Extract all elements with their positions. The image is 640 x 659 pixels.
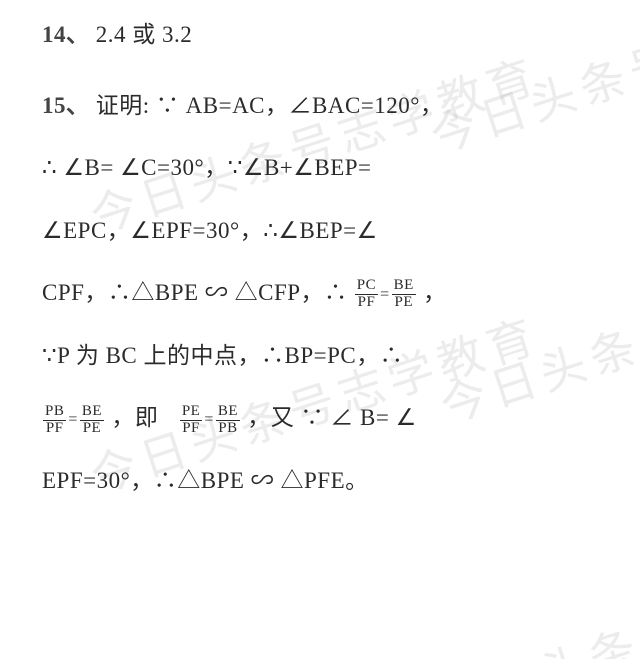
equals: = bbox=[204, 408, 214, 432]
fraction: PB PF bbox=[43, 404, 66, 437]
question-14: 14、 2.4 或 3.2 bbox=[42, 18, 596, 53]
fraction-num: PC bbox=[355, 278, 378, 295]
q15-text: ，即 bbox=[111, 405, 158, 430]
equals: = bbox=[380, 283, 390, 307]
fraction-num: BE bbox=[80, 404, 104, 421]
fraction-num: PB bbox=[43, 404, 66, 421]
fraction-den: PE bbox=[392, 295, 416, 311]
q15-lead: 证明: bbox=[96, 93, 150, 118]
fraction-den: PF bbox=[43, 421, 66, 437]
fraction-den: PF bbox=[180, 421, 203, 437]
q15-line6: PB PF = BE PE ，即 PE PF = BE PB ，又 ∵ ∠ B=… bbox=[42, 401, 596, 436]
fraction-num: PE bbox=[180, 404, 203, 421]
fraction-den: PE bbox=[80, 421, 104, 437]
watermark: 今日头条号志学教育 bbox=[431, 529, 640, 659]
fraction-num: BE bbox=[392, 278, 416, 295]
q15-line3: ∠EPC，∠EPF=30°，∴∠BEP=∠ bbox=[42, 214, 596, 249]
q14-answer: 2.4 或 3.2 bbox=[96, 22, 193, 47]
document-body: 14、 2.4 或 3.2 15、 证明: ∵ AB=AC，∠BAC=120°，… bbox=[0, 0, 640, 545]
fraction: BE PE bbox=[392, 278, 416, 311]
q15-text: CPF，∴△BPE ∽ △CFP，∴ bbox=[42, 280, 348, 305]
fraction: BE PB bbox=[216, 404, 240, 437]
q15-text: ， bbox=[423, 280, 447, 305]
fraction: PE PF bbox=[180, 404, 203, 437]
fraction: PC PF bbox=[355, 278, 378, 311]
q15-text: ∵P 为 BC 上的中点，∴BP=PC，∴ bbox=[42, 343, 403, 368]
q15-text: ，又 ∵ ∠ B= ∠ bbox=[247, 405, 416, 430]
q15-text: ∠EPC，∠EPF=30°，∴∠BEP=∠ bbox=[42, 218, 378, 243]
q15-line2: ∴ ∠B= ∠C=30°，∵∠B+∠BEP= bbox=[42, 151, 596, 186]
equals: = bbox=[68, 408, 78, 432]
fraction: BE PE bbox=[80, 404, 104, 437]
q15-line4: CPF，∴△BPE ∽ △CFP，∴ PC PF = BE PE ， bbox=[42, 276, 596, 311]
q15-text: EPF=30°，∴△BPE ∽ △PFE。 bbox=[42, 468, 369, 493]
q15-text: ∵ AB=AC，∠BAC=120°， bbox=[156, 93, 444, 118]
q15-line1: 15、 证明: ∵ AB=AC，∠BAC=120°， bbox=[42, 89, 596, 124]
fraction-den: PB bbox=[216, 421, 240, 437]
q15-label: 15、 bbox=[42, 93, 90, 118]
q14-label: 14、 bbox=[42, 22, 90, 47]
q15-line5: ∵P 为 BC 上的中点，∴BP=PC，∴ bbox=[42, 339, 596, 374]
q15-line7: EPF=30°，∴△BPE ∽ △PFE。 bbox=[42, 464, 596, 499]
q15-text: ∴ ∠B= ∠C=30°，∵∠B+∠BEP= bbox=[42, 155, 372, 180]
fraction-num: BE bbox=[216, 404, 240, 421]
fraction-den: PF bbox=[355, 295, 378, 311]
